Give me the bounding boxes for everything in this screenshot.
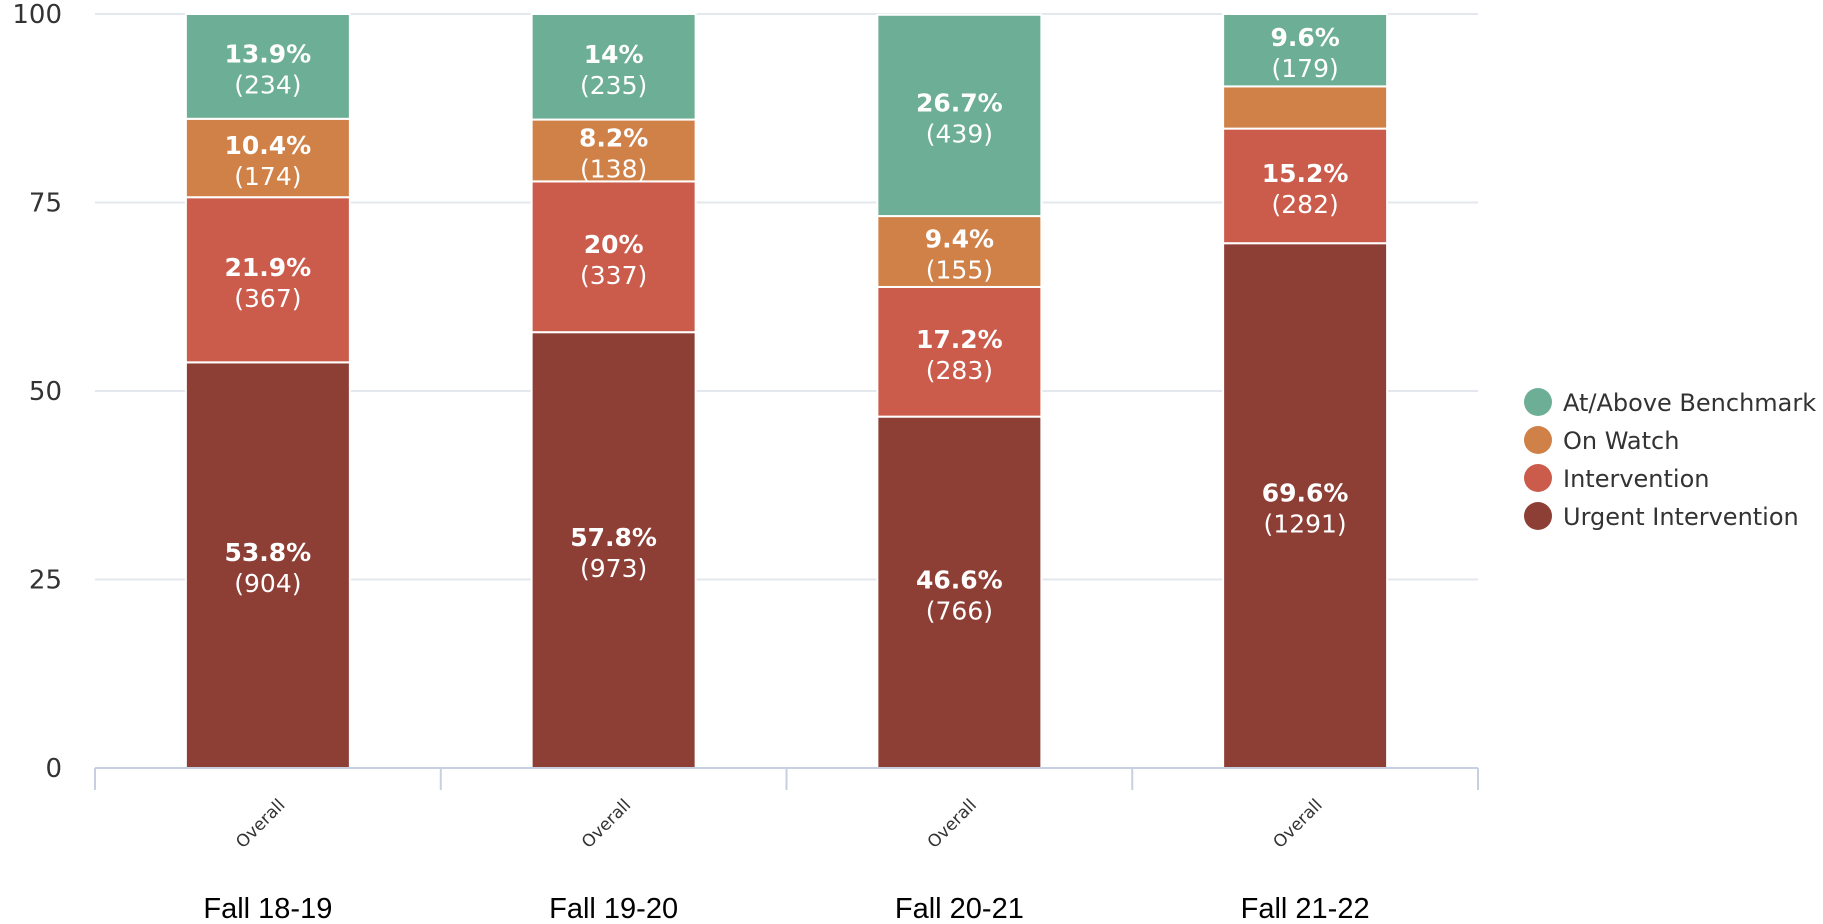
data-label-count: (235) [580, 71, 647, 100]
bar-segment [530, 13, 697, 121]
legend-marker [1524, 426, 1552, 454]
data-label-percent: 21.9% [225, 253, 312, 282]
legend-marker [1524, 502, 1552, 530]
bar-segment [184, 13, 351, 120]
bar-segment [184, 117, 351, 199]
legend-label: On Watch [1563, 427, 1679, 455]
bar-segment [184, 196, 351, 364]
data-label-percent: 9.6% [1270, 23, 1339, 52]
data-label-count: (234) [234, 70, 301, 99]
data-label-percent: 46.6% [916, 565, 1003, 594]
bar-segment [530, 331, 697, 769]
bar-segment [876, 415, 1043, 769]
bars: 53.8%(904) 21.9%(367) 10.4%(174) 13.9%(234)… [184, 13, 1389, 769]
data-label-percent: 8.2% [579, 123, 648, 152]
bar-segment [1222, 242, 1389, 769]
y-tick-label: 0 [45, 754, 62, 784]
data-label-count: (904) [234, 569, 301, 598]
legend-marker [1524, 464, 1552, 492]
legend-label: Intervention [1563, 465, 1709, 493]
x-tick-label: Overall [232, 795, 289, 852]
data-label-count: (367) [234, 284, 301, 313]
x-tick-label: Overall [1270, 795, 1327, 852]
y-tick-label: 100 [12, 0, 62, 30]
bar-segment [184, 361, 351, 769]
bar-segment [876, 13, 1043, 218]
bar-segment [530, 180, 697, 334]
data-label-count: (973) [580, 554, 647, 583]
x-group-label: Fall 21-22 [1241, 893, 1370, 924]
data-label-count: (179) [1272, 54, 1339, 83]
data-label-percent: 10.4% [225, 131, 312, 160]
bar-segment [1222, 13, 1389, 88]
data-label-count: (282) [1272, 190, 1339, 219]
x-group-label: Fall 19-20 [549, 893, 678, 924]
data-label-count: (174) [234, 162, 301, 191]
data-label-percent: 15.2% [1262, 159, 1349, 188]
bar-segment [1222, 85, 1389, 130]
data-label-count: (1291) [1264, 510, 1347, 539]
legend-marker [1524, 388, 1552, 416]
x-tick-label: Overall [924, 795, 981, 852]
data-label-percent: 20% [584, 230, 644, 259]
data-label-count: (155) [926, 256, 993, 285]
data-label-count: (138) [580, 154, 647, 183]
data-label-percent: 53.8% [225, 538, 312, 567]
y-tick-label: 25 [29, 566, 62, 596]
x-group-label: Fall 20-21 [895, 893, 1024, 924]
y-axis-ticks: 0 25 50 75 100 [12, 0, 62, 784]
legend-label: Urgent Intervention [1563, 503, 1799, 531]
y-tick-label: 75 [29, 189, 62, 219]
data-label-count: (766) [926, 596, 993, 625]
y-tick-label: 50 [29, 377, 62, 407]
data-label-count: (337) [580, 261, 647, 290]
x-axis: Overall Fall 18-19 Overall Fall 19-20 Overal… [94, 767, 1479, 924]
data-label-count: (283) [926, 356, 993, 385]
bar-segment [876, 215, 1043, 288]
data-label-percent: 17.2% [916, 325, 1003, 354]
data-label-percent: 69.6% [1262, 479, 1349, 508]
legend-label: At/Above Benchmark [1563, 389, 1816, 417]
bar-segment [530, 118, 697, 183]
x-tick-label: Overall [578, 795, 635, 852]
bar-segment [876, 285, 1043, 418]
data-label-percent: 26.7% [916, 88, 1003, 117]
data-label-percent: 13.9% [225, 39, 312, 68]
data-label-count: (439) [926, 119, 993, 148]
legend: At/Above Benchmark On Watch Intervention Ur… [1524, 388, 1816, 531]
data-label-percent: 57.8% [570, 523, 657, 552]
data-label-percent: 14% [584, 40, 644, 69]
data-label-percent: 9.4% [925, 225, 994, 254]
x-group-label: Fall 18-19 [203, 893, 332, 924]
